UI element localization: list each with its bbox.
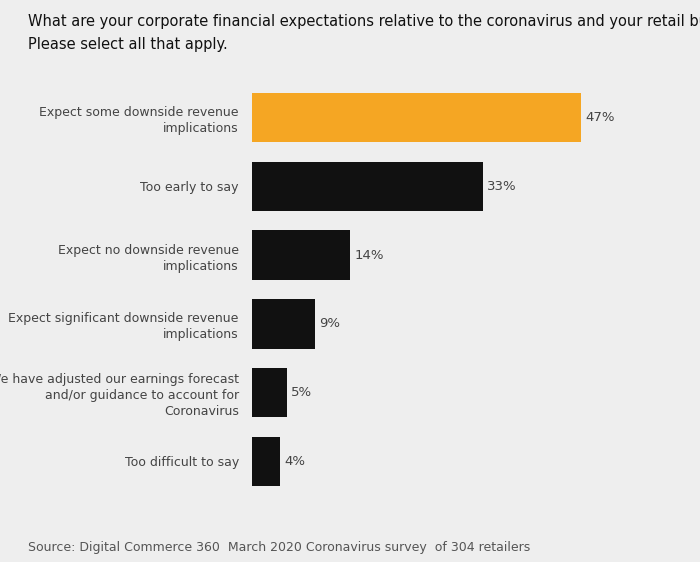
Text: 5%: 5% — [291, 386, 312, 399]
Bar — [252, 161, 483, 211]
Text: 33%: 33% — [487, 180, 517, 193]
Bar — [252, 299, 315, 348]
Text: 14%: 14% — [354, 248, 384, 261]
Bar — [252, 93, 581, 142]
Text: 9%: 9% — [319, 318, 340, 330]
Text: What are your corporate financial expectations relative to the coronavirus and y: What are your corporate financial expect… — [28, 14, 700, 29]
Bar — [252, 437, 280, 486]
Text: 47%: 47% — [585, 111, 615, 124]
Bar — [252, 230, 350, 280]
Text: 4%: 4% — [284, 455, 305, 468]
Text: Source: Digital Commerce 360  March 2020 Coronavirus survey  of 304 retailers: Source: Digital Commerce 360 March 2020 … — [28, 541, 531, 554]
Text: Please select all that apply.: Please select all that apply. — [28, 37, 228, 52]
Bar — [252, 368, 287, 418]
